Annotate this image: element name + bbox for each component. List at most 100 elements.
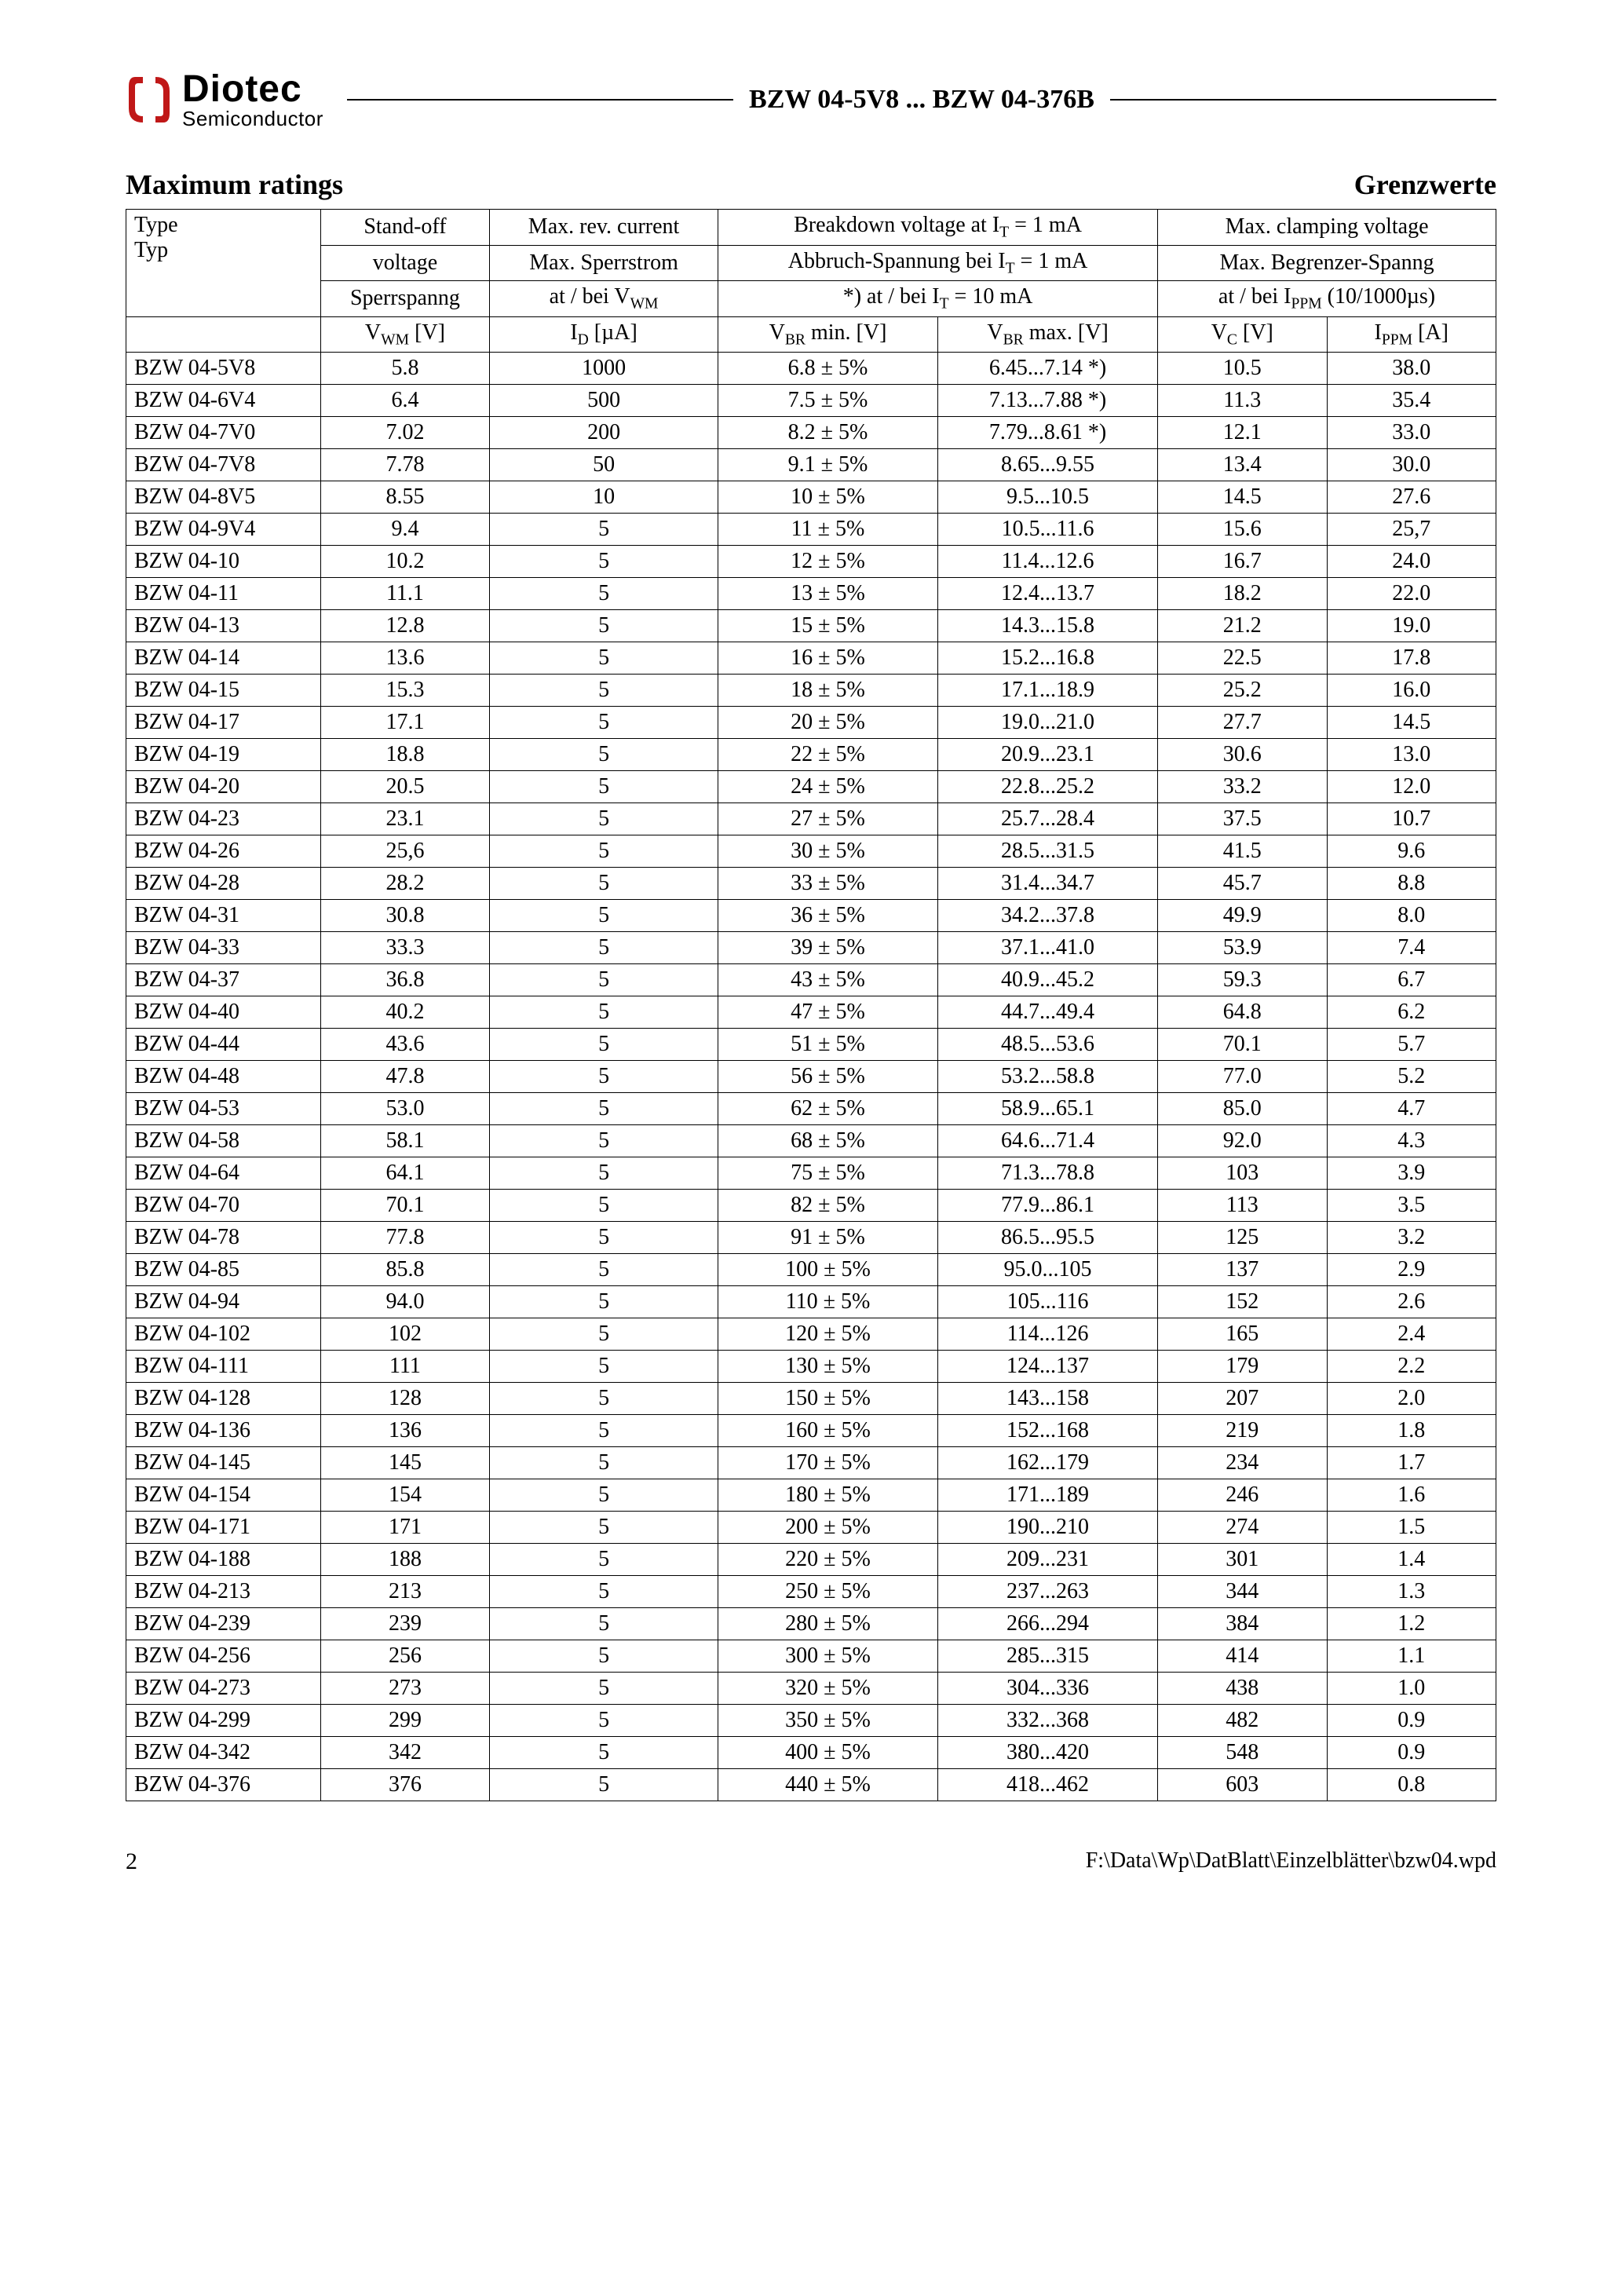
cell-type: BZW 04-188 — [126, 1544, 321, 1576]
cell-type: BZW 04-10 — [126, 546, 321, 578]
cell-vwm: 6.4 — [320, 385, 489, 417]
cell-ippm: 8.0 — [1327, 900, 1496, 932]
cell-vc: 125 — [1158, 1222, 1327, 1254]
cell-vbrmin: 320 ± 5% — [718, 1673, 937, 1705]
cell-vc: 219 — [1158, 1415, 1327, 1447]
table-row: BZW 04-1717.1520 ± 5%19.0...21.027.714.5 — [126, 707, 1496, 739]
table-row: BZW 04-3763765440 ± 5%418...4626030.8 — [126, 1769, 1496, 1801]
cell-type: BZW 04-11 — [126, 578, 321, 610]
cell-type: BZW 04-7V8 — [126, 449, 321, 481]
hdr-cl-2: Max. Begrenzer-Spanng — [1158, 245, 1496, 281]
cell-vbrmax: 77.9...86.1 — [938, 1190, 1158, 1222]
cell-vbrmin: 220 ± 5% — [718, 1544, 937, 1576]
cell-vbrmax: 37.1...41.0 — [938, 932, 1158, 964]
cell-id: 5 — [490, 1351, 718, 1383]
cell-ippm: 7.4 — [1327, 932, 1496, 964]
table-row: BZW 04-1711715200 ± 5%190...2102741.5 — [126, 1512, 1496, 1544]
cell-vbrmin: 24 ± 5% — [718, 771, 937, 803]
cell-type: BZW 04-171 — [126, 1512, 321, 1544]
cell-vbrmax: 15.2...16.8 — [938, 642, 1158, 675]
cell-vwm: 70.1 — [320, 1190, 489, 1222]
hdr-u-vbrmin: VBR min. [V] — [718, 316, 937, 353]
table-row: BZW 04-1312.8515 ± 5%14.3...15.821.219.0 — [126, 610, 1496, 642]
cell-vbrmin: 200 ± 5% — [718, 1512, 937, 1544]
logo-mark-icon — [126, 72, 173, 127]
hdr-empty — [126, 316, 321, 353]
cell-vbrmin: 6.8 ± 5% — [718, 353, 937, 385]
cell-vbrmin: 8.2 ± 5% — [718, 417, 937, 449]
cell-vbrmin: 68 ± 5% — [718, 1125, 937, 1157]
cell-vwm: 64.1 — [320, 1157, 489, 1190]
cell-vwm: 111 — [320, 1351, 489, 1383]
cell-vbrmin: 160 ± 5% — [718, 1415, 937, 1447]
cell-vc: 92.0 — [1158, 1125, 1327, 1157]
cell-vwm: 53.0 — [320, 1093, 489, 1125]
cell-type: BZW 04-8V5 — [126, 481, 321, 514]
table-row: BZW 04-1111115130 ± 5%124...1371792.2 — [126, 1351, 1496, 1383]
cell-vbrmax: 34.2...37.8 — [938, 900, 1158, 932]
cell-id: 200 — [490, 417, 718, 449]
table-row: BZW 04-8585.85100 ± 5%95.0...1051372.9 — [126, 1254, 1496, 1286]
cell-type: BZW 04-15 — [126, 675, 321, 707]
cell-vwm: 94.0 — [320, 1286, 489, 1318]
cell-vwm: 239 — [320, 1608, 489, 1640]
cell-vwm: 15.3 — [320, 675, 489, 707]
cell-vbrmax: 152...168 — [938, 1415, 1158, 1447]
hdr-bd-2: Abbruch-Spannung bei IT = 1 mA — [718, 245, 1157, 281]
cell-vbrmin: 91 ± 5% — [718, 1222, 937, 1254]
hdr-standoff-1: Stand-off — [320, 210, 489, 246]
cell-vbrmax: 209...231 — [938, 1544, 1158, 1576]
cell-ippm: 16.0 — [1327, 675, 1496, 707]
cell-type: BZW 04-20 — [126, 771, 321, 803]
cell-vwm: 25,6 — [320, 835, 489, 868]
cell-type: BZW 04-78 — [126, 1222, 321, 1254]
cell-id: 5 — [490, 1608, 718, 1640]
cell-type: BZW 04-85 — [126, 1254, 321, 1286]
rule-left — [347, 99, 733, 101]
cell-vc: 45.7 — [1158, 868, 1327, 900]
cell-type: BZW 04-6V4 — [126, 385, 321, 417]
cell-vbrmin: 75 ± 5% — [718, 1157, 937, 1190]
cell-vwm: 7.02 — [320, 417, 489, 449]
cell-ippm: 13.0 — [1327, 739, 1496, 771]
cell-id: 5 — [490, 546, 718, 578]
cell-vc: 344 — [1158, 1576, 1327, 1608]
cell-vc: 165 — [1158, 1318, 1327, 1351]
table-row: BZW 04-1361365160 ± 5%152...1682191.8 — [126, 1415, 1496, 1447]
table-row: BZW 04-6464.1575 ± 5%71.3...78.81033.9 — [126, 1157, 1496, 1190]
cell-type: BZW 04-342 — [126, 1737, 321, 1769]
table-row: BZW 04-9V49.4511 ± 5%10.5...11.615.625,7 — [126, 514, 1496, 546]
cell-ippm: 0.9 — [1327, 1737, 1496, 1769]
table-row: BZW 04-1881885220 ± 5%209...2313011.4 — [126, 1544, 1496, 1576]
cell-ippm: 2.9 — [1327, 1254, 1496, 1286]
cell-type: BZW 04-17 — [126, 707, 321, 739]
cell-ippm: 0.8 — [1327, 1769, 1496, 1801]
cell-type: BZW 04-94 — [126, 1286, 321, 1318]
hdr-rev-3: at / bei VWM — [490, 281, 718, 317]
cell-vbrmax: 95.0...105 — [938, 1254, 1158, 1286]
cell-type: BZW 04-273 — [126, 1673, 321, 1705]
cell-type: BZW 04-28 — [126, 868, 321, 900]
cell-vbrmax: 9.5...10.5 — [938, 481, 1158, 514]
table-row: BZW 04-7V07.022008.2 ± 5%7.79...8.61 *)1… — [126, 417, 1496, 449]
cell-id: 5 — [490, 1125, 718, 1157]
cell-vbrmax: 22.8...25.2 — [938, 771, 1158, 803]
cell-vbrmax: 53.2...58.8 — [938, 1061, 1158, 1093]
cell-vc: 11.3 — [1158, 385, 1327, 417]
cell-vwm: 128 — [320, 1383, 489, 1415]
cell-vwm: 12.8 — [320, 610, 489, 642]
cell-ippm: 35.4 — [1327, 385, 1496, 417]
cell-vc: 41.5 — [1158, 835, 1327, 868]
cell-id: 5 — [490, 1286, 718, 1318]
table-row: BZW 04-3333.3539 ± 5%37.1...41.053.97.4 — [126, 932, 1496, 964]
cell-type: BZW 04-111 — [126, 1351, 321, 1383]
cell-vc: 152 — [1158, 1286, 1327, 1318]
cell-ippm: 1.4 — [1327, 1544, 1496, 1576]
hdr-rev-1: Max. rev. current — [490, 210, 718, 246]
cell-vc: 15.6 — [1158, 514, 1327, 546]
cell-id: 5 — [490, 514, 718, 546]
hdr-rev-2: Max. Sperrstrom — [490, 245, 718, 281]
cell-vwm: 154 — [320, 1479, 489, 1512]
cell-vbrmin: 110 ± 5% — [718, 1286, 937, 1318]
cell-vc: 234 — [1158, 1447, 1327, 1479]
